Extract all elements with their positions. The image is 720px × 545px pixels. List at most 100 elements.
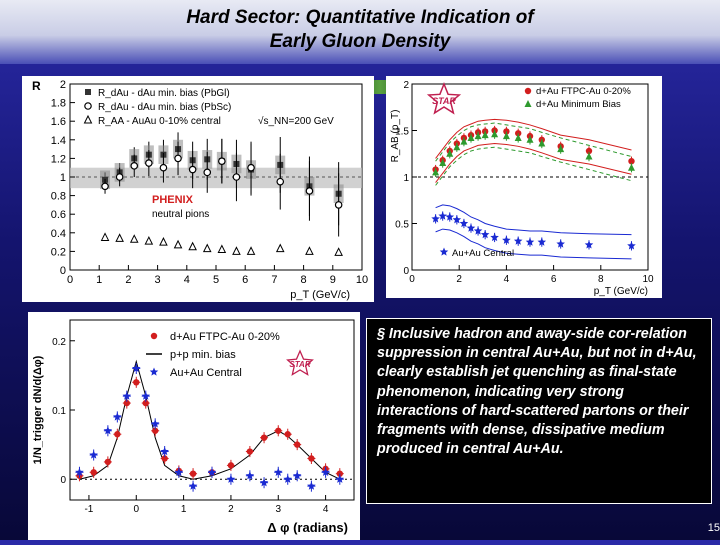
- y-axis-label: R_AB (p_T): [390, 110, 401, 163]
- data-point: [159, 163, 168, 172]
- data-point: [100, 232, 110, 241]
- phenix-chart: 0 1 2 3 4 5 6 7 8 9 10 0 0.2 0.4 0.6 0.8 1 1.2 1.4 1.6 1.8 2 R…: [32, 79, 368, 301]
- data-point: [627, 241, 636, 250]
- data-point: [133, 379, 140, 386]
- y-tick-label: 1.5: [395, 127, 409, 138]
- legend-marker: [149, 367, 159, 376]
- y-tick-label: 0.5: [395, 220, 409, 231]
- data-point: [150, 419, 160, 428]
- data-point: [526, 135, 534, 143]
- x-tick-label: 8: [598, 274, 604, 285]
- data-point: [273, 467, 283, 476]
- data-point: [113, 412, 122, 421]
- legend-entry: d+Au Minimum Bias: [536, 99, 621, 110]
- x-tick-label: -1: [84, 504, 93, 515]
- band-upper: [435, 118, 632, 159]
- data-point: [514, 133, 522, 141]
- y-tick-label: 0: [60, 265, 66, 277]
- data-point: [245, 471, 255, 480]
- data-point: [114, 431, 121, 438]
- data-point: [259, 478, 269, 487]
- legend-entry: R_AA - AuAu 0-10% central: [98, 116, 221, 127]
- data-point: [307, 481, 316, 490]
- x-tick-label: 0: [409, 274, 415, 285]
- data-point: [276, 177, 285, 186]
- data-point: [226, 474, 236, 483]
- data-point: [142, 399, 149, 407]
- band-lower: [435, 143, 632, 183]
- data-point: [122, 391, 132, 400]
- data-point: [217, 244, 227, 254]
- data-point: [232, 246, 241, 255]
- x-axis-label: Δ φ (radians): [267, 520, 348, 535]
- data-point: [292, 471, 302, 480]
- data-point: [585, 152, 593, 160]
- data-point: [432, 168, 440, 176]
- neutral-pions-label: neutral pions: [152, 209, 209, 220]
- data-point: [232, 173, 241, 181]
- x-tick-label: 3: [275, 504, 281, 515]
- data-point: [453, 143, 461, 151]
- title-line-2: Early Gluon Density: [269, 31, 451, 52]
- data-point: [473, 226, 483, 235]
- data-point: [452, 215, 462, 224]
- data-point: [174, 154, 182, 163]
- data-point: [466, 223, 476, 232]
- x-tick-label: 6: [242, 274, 248, 286]
- data-point: [284, 431, 291, 438]
- x-axis-label: p_T (GeV/c): [594, 286, 648, 297]
- legend-entry: R_dAu - dAu min. bias (PbSc): [98, 102, 231, 113]
- star-raa-chart: 0 2 4 6 8 10 0 0.5 1 1.5 2 R_AB (p_T) p_T (GeV/c) d+A…: [390, 80, 654, 297]
- band-lower: [435, 228, 632, 260]
- x-axis-label: p_T (GeV/c): [290, 289, 350, 301]
- data-point: [188, 481, 198, 490]
- x-tick-label: 0: [133, 504, 139, 515]
- data-point: [502, 132, 510, 140]
- y-tick-label: 1.6: [51, 116, 66, 128]
- y-tick-label: 0.2: [52, 337, 66, 348]
- x-tick-label: 10: [356, 274, 368, 286]
- slide-title: Hard Sector: Quantitative Indication of …: [0, 6, 720, 54]
- data-point: [627, 163, 635, 171]
- legend-marker: [85, 89, 91, 95]
- data-point: [275, 243, 285, 253]
- data-point: [502, 235, 511, 244]
- data-point: [474, 132, 482, 140]
- phenix-chart-panel: 0 1 2 3 4 5 6 7 8 9 10 0 0.2 0.4 0.6 0.8 1 1.2 1.4 1.6 1.8 2 R…: [22, 76, 374, 302]
- data-point: [490, 232, 499, 242]
- data-point: [460, 137, 468, 145]
- data-point: [115, 173, 124, 181]
- x-tick-label: 7: [271, 274, 277, 286]
- data-point: [103, 426, 113, 435]
- data-point: [101, 182, 109, 191]
- data-point: [246, 246, 256, 255]
- title-banner: [0, 0, 720, 64]
- legend-marker: [524, 87, 532, 95]
- x-tick-label: 8: [301, 274, 307, 286]
- y-axis-label: 1/N_trigger dN/d(Δφ): [32, 355, 44, 464]
- y-tick-label: 1: [60, 172, 66, 184]
- y-axis-label: R: [32, 79, 41, 93]
- data-point: [202, 243, 212, 253]
- y-tick-label: 2: [403, 80, 409, 91]
- x-tick-label: 0: [67, 274, 73, 286]
- x-tick-label: 1: [181, 504, 187, 515]
- data-point: [131, 363, 141, 373]
- legend-entry: d+Au FTPC-Au 0-20%: [536, 86, 631, 97]
- star-raa-chart-panel: 0 2 4 6 8 10 0 0.5 1 1.5 2 R_AB (p_T) p_T (GeV/c) d+A…: [386, 76, 662, 298]
- x-tick-label: 5: [213, 274, 219, 286]
- data-point: [159, 236, 168, 246]
- data-point: [481, 131, 489, 139]
- data-point: [305, 187, 314, 195]
- data-point: [335, 474, 345, 483]
- data-point: [584, 240, 594, 249]
- data-point: [160, 447, 169, 456]
- data-point: [174, 467, 184, 476]
- x-tick-label: 2: [228, 504, 234, 515]
- data-point: [104, 458, 112, 466]
- data-point: [188, 165, 197, 174]
- data-point: [525, 237, 535, 246]
- star-logo-icon: [286, 349, 314, 376]
- y-tick-label: 1.2: [51, 153, 66, 165]
- legend-entry: Au+Au Central: [170, 367, 242, 379]
